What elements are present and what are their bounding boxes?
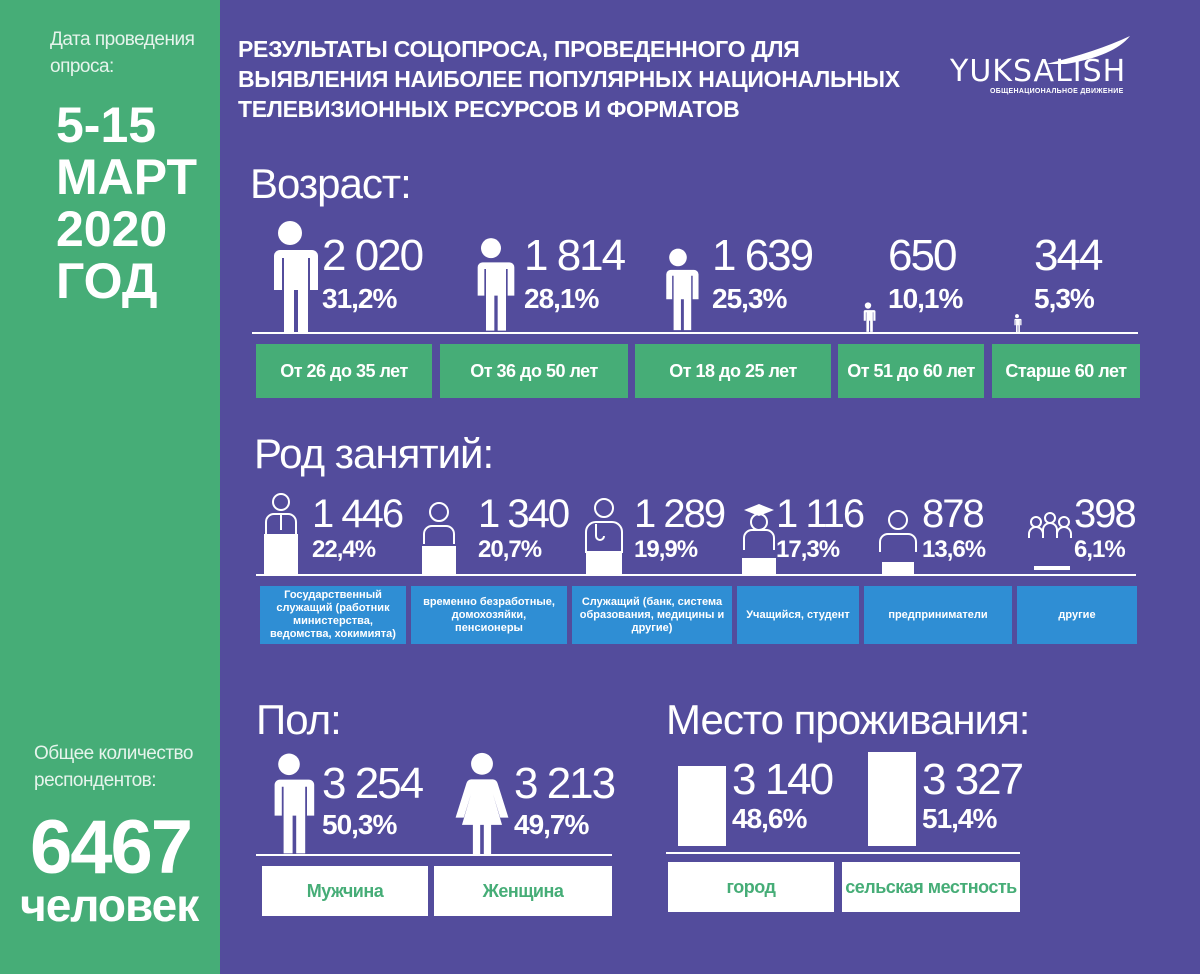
gender-label-female: Женщина	[434, 866, 612, 916]
logo-subtitle: ОБЩЕНАЦИОНАЛЬНОЕ ДВИЖЕНИЕ	[990, 88, 1124, 95]
occupation-percent-1: 22,4%	[312, 536, 376, 563]
occupation-count-4: 1 116	[776, 492, 865, 536]
occupation-count-6: 398	[1074, 492, 1137, 536]
gender-percent-female: 49,7%	[514, 809, 589, 840]
gender-heading: Пол:	[256, 696, 342, 743]
survey-date-month: МАРТ	[56, 149, 197, 205]
person-icon	[656, 246, 700, 332]
survey-date-days: 5-15	[56, 97, 157, 153]
total-respondents-value: 6467	[30, 805, 193, 890]
residence-baseline	[666, 852, 1020, 854]
city-bar	[678, 766, 726, 846]
age-label-4: От 51 до 60 лет	[838, 344, 984, 398]
age-percent-4: 10,1%	[888, 283, 963, 314]
age-percent-1: 31,2%	[322, 283, 397, 314]
occupation-count-5: 878	[922, 492, 985, 536]
gender-count-male: 3 254	[322, 759, 424, 808]
occupation-label-3: Служащий (банк, система образования, мед…	[572, 586, 732, 644]
occupation-percent-6: 6,1%	[1074, 536, 1126, 563]
survey-date-year-word: ГОД	[56, 253, 158, 309]
person-icon	[860, 302, 876, 332]
occupation-count-3: 1 289	[634, 492, 726, 536]
occupation-label-6: другие	[1017, 586, 1137, 644]
occupation-count-1: 1 446	[312, 492, 404, 536]
residence-label-rural: сельская местность	[842, 862, 1020, 912]
occupation-percent-4: 17,3%	[776, 536, 840, 563]
occupation-percent-2: 20,7%	[478, 536, 542, 563]
survey-date-year: 2020	[56, 201, 168, 257]
person-icon	[1012, 314, 1022, 332]
total-respondents-label: Общее количество респондентов:	[34, 743, 193, 791]
occupation-heading: Род занятий:	[254, 430, 494, 477]
age-count-1: 2 020	[322, 231, 424, 280]
total-respondents-unit: человек	[20, 879, 199, 931]
entrepreneur-icon	[876, 508, 920, 576]
residence-count-city: 3 140	[732, 755, 834, 804]
page-title: РЕЗУЛЬТАТЫ СОЦОПРОСА, ПРОВЕДЕННОГО ДЛЯ В…	[238, 36, 900, 122]
male-icon	[262, 752, 316, 854]
gender-label-male: Мужчина	[262, 866, 428, 916]
rural-bar	[868, 752, 916, 846]
group-people-icon	[1028, 510, 1072, 570]
occupation-percent-5: 13,6%	[922, 536, 986, 563]
age-count-3: 1 639	[712, 231, 814, 280]
age-count-5: 344	[1034, 231, 1103, 280]
age-count-2: 1 814	[524, 231, 626, 280]
doctor-icon	[582, 494, 626, 574]
age-baseline	[252, 332, 1138, 334]
student-icon	[740, 500, 778, 576]
gender-baseline	[256, 854, 612, 856]
yuksalish-logo: YUKSALISH ОБЩЕНАЦИОНАЛЬНОЕ ДВИЖЕНИЕ	[946, 30, 1136, 100]
female-icon	[454, 752, 510, 854]
gender-count-female: 3 213	[514, 759, 616, 808]
survey-date-label: Дата проведения опроса:	[50, 29, 195, 77]
person-icon	[466, 236, 516, 332]
age-percent-2: 28,1%	[524, 283, 599, 314]
occupation-percent-3: 19,9%	[634, 536, 698, 563]
age-count-4: 650	[888, 231, 957, 280]
occupation-label-2: временно безработные, домохозяйки, пенси…	[411, 586, 567, 644]
age-heading: Возраст:	[250, 160, 412, 207]
occupation-baseline	[256, 574, 1136, 576]
residence-heading: Место проживания:	[666, 696, 1030, 743]
occupation-label-5: предприниматели	[864, 586, 1012, 644]
residence-percent-rural: 51,4%	[922, 803, 997, 834]
occupation-label-1: Государственный служащий (работник минис…	[260, 586, 406, 644]
sidebar: Дата проведения опроса: 5-15 МАРТ 2020 Г…	[0, 0, 220, 974]
gender-percent-male: 50,3%	[322, 809, 397, 840]
age-percent-3: 25,3%	[712, 283, 787, 314]
age-label-5: Старше 60 лет	[992, 344, 1140, 398]
age-label-3: От 18 до 25 лет	[635, 344, 831, 398]
residence-percent-city: 48,6%	[732, 803, 807, 834]
government-worker-icon	[260, 488, 302, 574]
age-percent-5: 5,3%	[1034, 283, 1095, 314]
age-label-1: От 26 до 35 лет	[256, 344, 432, 398]
occupation-count-2: 1 340	[478, 492, 570, 536]
logo-text: YUKSALISH	[950, 54, 1127, 89]
residence-count-rural: 3 327	[922, 755, 1024, 804]
occupation-label-4: Учащийся, студент	[737, 586, 859, 644]
unemployed-person-icon	[420, 498, 458, 574]
age-label-2: От 36 до 50 лет	[440, 344, 628, 398]
residence-label-city: город	[668, 862, 834, 912]
person-icon	[260, 220, 320, 332]
